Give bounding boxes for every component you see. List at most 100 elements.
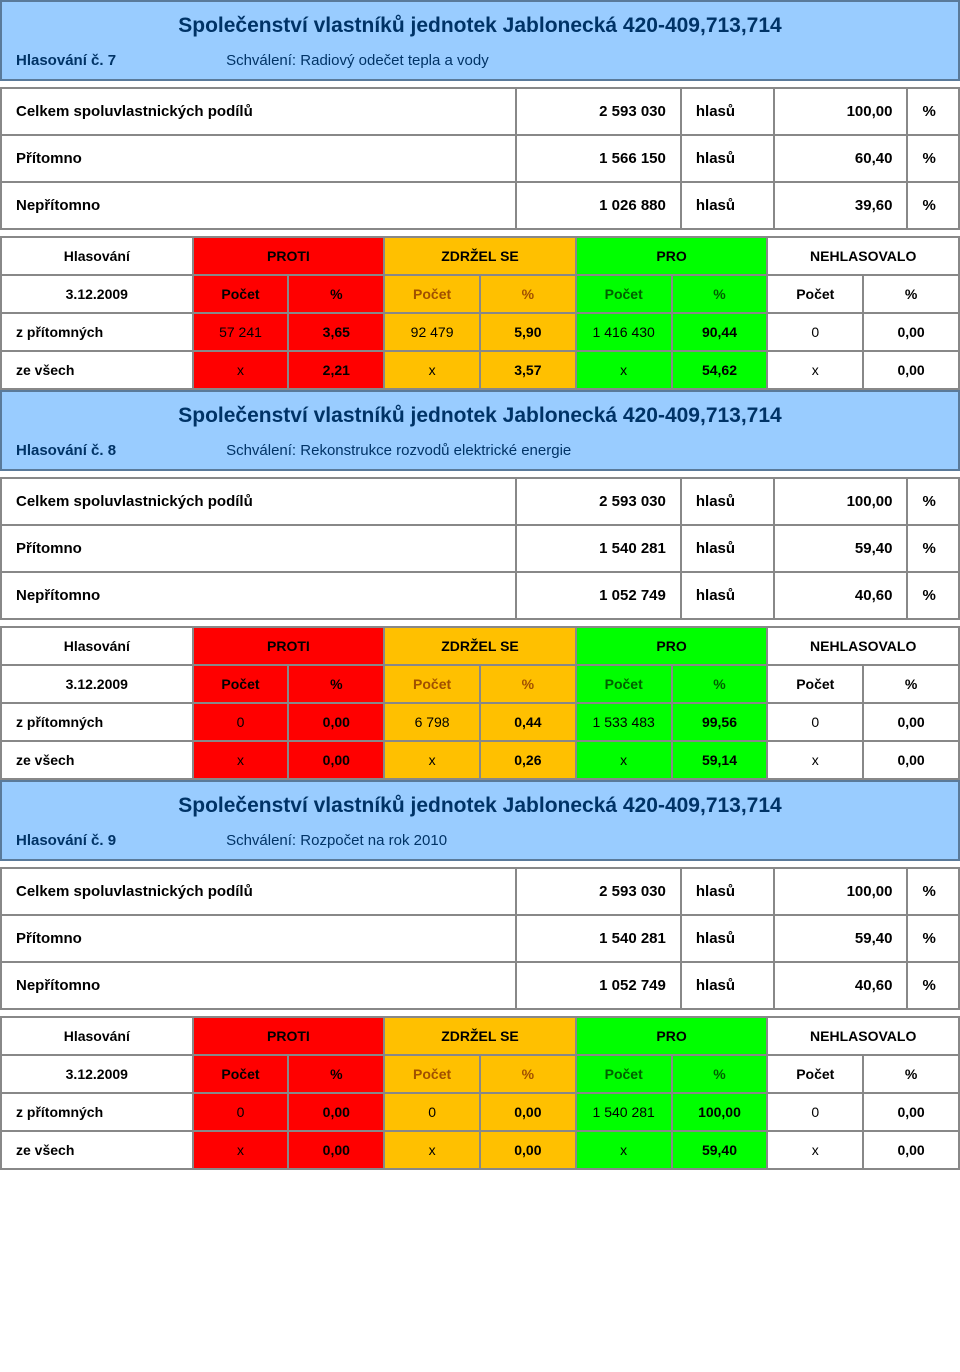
cell: x [193, 351, 289, 389]
summary-present-value: 1 540 281 [516, 525, 681, 572]
vote-sub-pct: % [480, 665, 576, 703]
vote-col-pro: PRO [576, 237, 768, 275]
table-row: Nepřítomno 1 026 880 hlasů 39,60 % [1, 182, 959, 229]
org-title: Společenství vlastníků jednotek Jablonec… [16, 404, 944, 428]
cell: 2,21 [288, 351, 384, 389]
row-present-label: z přítomných [1, 313, 193, 351]
vote-sub-pocet: Počet [767, 665, 863, 703]
vote-table: Hlasování PROTI ZDRŽEL SE PRO NEHLASOVAL… [0, 236, 960, 390]
vote-sub-pocet: Počet [193, 665, 289, 703]
vote-table: Hlasování PROTI ZDRŽEL SE PRO NEHLASOVAL… [0, 626, 960, 780]
summary-unit: hlasů [681, 525, 774, 572]
cell: 3,57 [480, 351, 576, 389]
vote-sub-pct: % [672, 1055, 768, 1093]
summary-unit: hlasů [681, 88, 774, 135]
summary-label-present: Přítomno [1, 915, 516, 962]
cell: 0,44 [480, 703, 576, 741]
cell: x [384, 1131, 480, 1169]
summary-unit: hlasů [681, 135, 774, 182]
table-row: ze všech x 2,21 x 3,57 x 54,62 x 0,00 [1, 351, 959, 389]
summary-unit: hlasů [681, 572, 774, 619]
vote-sub-pct: % [288, 665, 384, 703]
table-row: Celkem spoluvlastnických podílů 2 593 03… [1, 88, 959, 135]
org-title: Společenství vlastníků jednotek Jablonec… [16, 794, 944, 818]
cell: 1 540 281 [576, 1093, 672, 1131]
cell: x [767, 1131, 863, 1169]
summary-present-pct: 59,40 [774, 525, 908, 572]
summary-total-pct: 100,00 [774, 868, 908, 915]
cell: 0,26 [480, 741, 576, 779]
row-present-label: z přítomných [1, 1093, 193, 1131]
vote-sub-pct: % [863, 665, 959, 703]
cell: 54,62 [672, 351, 768, 389]
summary-label-absent: Nepřítomno [1, 182, 516, 229]
vote-col-proti: PROTI [193, 627, 385, 665]
vote-col-pro: PRO [576, 1017, 768, 1055]
vote-sub-pocet: Počet [193, 1055, 289, 1093]
cell: 92 479 [384, 313, 480, 351]
cell: 0,00 [863, 741, 959, 779]
summary-total-value: 2 593 030 [516, 88, 681, 135]
cell: 0,00 [863, 1093, 959, 1131]
cell: 0,00 [480, 1093, 576, 1131]
summary-unit: hlasů [681, 868, 774, 915]
summary-total-pct: 100,00 [774, 88, 908, 135]
cell: 0,00 [863, 703, 959, 741]
table-row: Přítomno 1 540 281 hlasů 59,40 % [1, 915, 959, 962]
table-row: 3.12.2009 Počet % Počet % Počet % Počet … [1, 1055, 959, 1093]
cell: 99,56 [672, 703, 768, 741]
vote-date: 3.12.2009 [1, 665, 193, 703]
cell: x [193, 1131, 289, 1169]
summary-label-present: Přítomno [1, 525, 516, 572]
vote-sub-pocet: Počet [576, 275, 672, 313]
vote-sub-pocet: Počet [767, 1055, 863, 1093]
vote-sub-pocet: Počet [384, 275, 480, 313]
summary-unit: hlasů [681, 915, 774, 962]
cell: 0,00 [288, 703, 384, 741]
table-row: 3.12.2009 Počet % Počet % Počet % Počet … [1, 665, 959, 703]
summary-present-value: 1 566 150 [516, 135, 681, 182]
pct-sign: % [907, 88, 959, 135]
cell: x [384, 741, 480, 779]
cell: 0,00 [863, 351, 959, 389]
summary-label-absent: Nepřítomno [1, 572, 516, 619]
cell: 59,40 [672, 1131, 768, 1169]
table-row: ze všech x 0,00 x 0,00 x 59,40 x 0,00 [1, 1131, 959, 1169]
vote-col-hlasovani: Hlasování [1, 237, 193, 275]
vote-subhead: Hlasování č. 9 Schválení: Rozpočet na ro… [16, 832, 944, 849]
cell: 0 [193, 703, 289, 741]
cell: 0 [767, 1093, 863, 1131]
vote-sub-pct: % [480, 1055, 576, 1093]
vote-sub-pct: % [288, 1055, 384, 1093]
vote-number: Hlasování č. 9 [16, 832, 116, 849]
vote-sub-pct: % [480, 275, 576, 313]
cell: x [767, 351, 863, 389]
vote-sub-pocet: Počet [384, 1055, 480, 1093]
vote-sub-pct: % [288, 275, 384, 313]
summary-unit: hlasů [681, 478, 774, 525]
cell: 0 [384, 1093, 480, 1131]
vote-topic: Schválení: Rozpočet na rok 2010 [226, 832, 447, 849]
cell: 0 [767, 313, 863, 351]
table-row: z přítomných 0 0,00 0 0,00 1 540 281 100… [1, 1093, 959, 1131]
cell: 6 798 [384, 703, 480, 741]
cell: 1 533 483 [576, 703, 672, 741]
summary-total-value: 2 593 030 [516, 478, 681, 525]
block-header: Společenství vlastníků jednotek Jablonec… [0, 390, 960, 471]
vote-col-nehl: NEHLASOVALO [767, 627, 959, 665]
summary-present-value: 1 540 281 [516, 915, 681, 962]
cell: 0 [193, 1093, 289, 1131]
vote-col-proti: PROTI [193, 237, 385, 275]
summary-unit: hlasů [681, 182, 774, 229]
pct-sign: % [907, 525, 959, 572]
table-row: Nepřítomno 1 052 749 hlasů 40,60 % [1, 962, 959, 1009]
table-row: z přítomných 0 0,00 6 798 0,44 1 533 483… [1, 703, 959, 741]
pct-sign: % [907, 915, 959, 962]
vote-subhead: Hlasování č. 7 Schválení: Radiový odečet… [16, 52, 944, 69]
vote-table: Hlasování PROTI ZDRŽEL SE PRO NEHLASOVAL… [0, 1016, 960, 1170]
cell: 59,14 [672, 741, 768, 779]
vote-number: Hlasování č. 8 [16, 442, 116, 459]
vote-sub-pocet: Počet [384, 665, 480, 703]
table-row: ze všech x 0,00 x 0,26 x 59,14 x 0,00 [1, 741, 959, 779]
vote-topic: Schválení: Rekonstrukce rozvodů elektric… [226, 442, 571, 459]
